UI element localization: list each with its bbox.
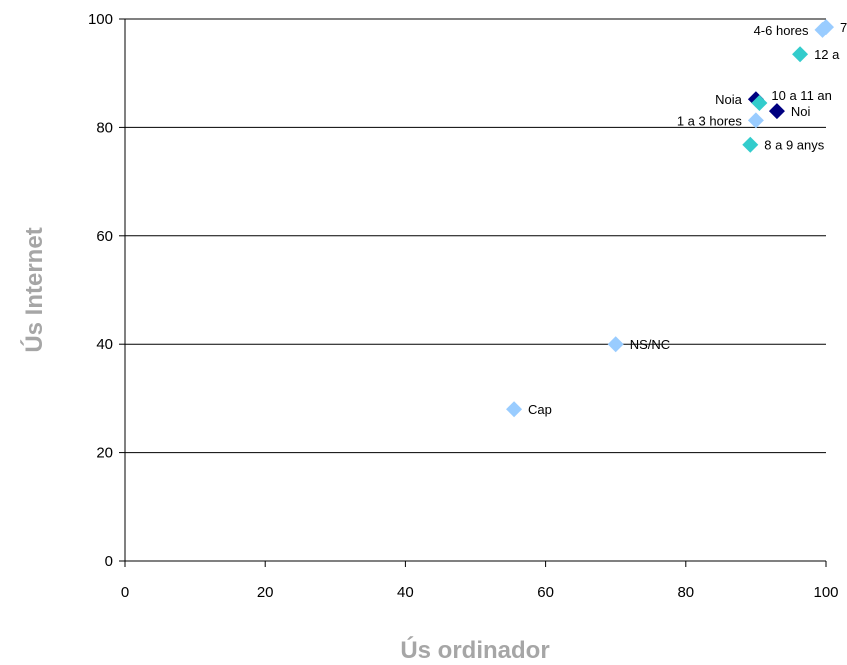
y-tick-label: 100: [88, 11, 113, 28]
point-label: 1 a 3 hores: [677, 113, 743, 128]
point-label: 10 a 11 an: [771, 88, 831, 103]
point-label: Cap: [528, 402, 552, 417]
point-label: NS/NC: [630, 337, 670, 352]
axis-ticks: 0 20 40 60 80 100 0 20 40 60 80 100: [88, 11, 839, 601]
scatter-point: [742, 136, 759, 153]
gridlines: [125, 18, 826, 454]
scatter-point: [747, 112, 764, 129]
y-tick-label: 0: [105, 553, 113, 570]
x-axis-title: Ús ordinador: [400, 636, 549, 664]
x-tick-label: 60: [537, 584, 554, 601]
scatter-point: [768, 103, 785, 120]
point-label: Noi: [791, 104, 811, 119]
y-axis-title: Ús Internet: [20, 227, 48, 352]
point-label: 8 a 9 anys: [764, 138, 824, 153]
point-label: 7: [840, 20, 847, 35]
data-points: [506, 19, 834, 418]
x-tick-label: 80: [677, 584, 694, 601]
scatter-point: [792, 46, 809, 63]
x-tick-label: 100: [813, 584, 838, 601]
y-tick-label: 20: [96, 445, 113, 462]
y-tick-label: 80: [96, 119, 113, 136]
point-label: 12 a: [814, 47, 840, 62]
point-label: 4-6 hores: [754, 23, 809, 38]
x-tick-label: 40: [397, 584, 414, 601]
x-tick-label: 0: [121, 584, 129, 601]
scatter-point: [506, 401, 523, 418]
scatter-point: [751, 95, 768, 112]
x-tick-label: 20: [257, 584, 274, 601]
point-label: Noia: [715, 92, 743, 107]
scatter-point: [607, 336, 624, 353]
y-tick-label: 40: [96, 336, 113, 353]
y-tick-label: 60: [96, 228, 113, 245]
scatter-point: [818, 19, 834, 36]
